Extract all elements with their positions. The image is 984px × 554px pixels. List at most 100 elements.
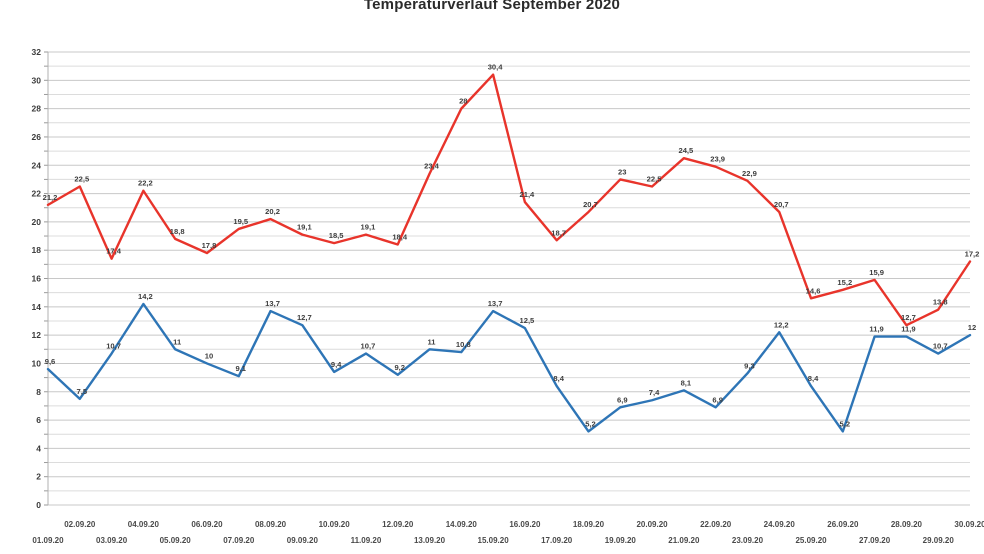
x-axis-tick-label: 01.09.20: [32, 536, 64, 545]
y-axis-tick-label: 8: [36, 387, 41, 397]
data-label: 28: [459, 97, 467, 106]
data-label: 7,4: [649, 388, 660, 397]
x-axis-tick-label: 12.09.20: [382, 520, 414, 529]
data-label: 13,7: [488, 299, 503, 308]
data-label: 10,7: [361, 342, 376, 351]
y-axis-tick-label: 32: [32, 47, 42, 57]
x-axis-tick-label: 24.09.20: [764, 520, 796, 529]
data-label: 22,2: [138, 179, 153, 188]
x-axis-tick-label: 29.09.20: [923, 536, 955, 545]
data-label: 21,2: [43, 193, 58, 202]
y-axis-tick-label: 16: [32, 274, 42, 284]
x-axis-tick-label: 13.09.20: [414, 536, 446, 545]
x-axis-tick-label: 04.09.20: [128, 520, 160, 529]
data-label: 5,2: [840, 419, 851, 428]
x-axis-tick-label: 25.09.20: [795, 536, 827, 545]
x-axis-tick-label: 07.09.20: [223, 536, 255, 545]
data-label: 15,2: [837, 278, 852, 287]
data-label: 23: [618, 167, 626, 176]
x-axis-labels: 01.09.2002.09.2003.09.2004.09.2005.09.20…: [32, 520, 984, 545]
data-label: 19,1: [361, 223, 377, 232]
x-axis-tick-label: 14.09.20: [446, 520, 478, 529]
data-label: 18,8: [170, 227, 185, 236]
y-axis-tick-label: 4: [36, 443, 41, 453]
data-label: 9,1: [235, 364, 246, 373]
data-label: 12: [968, 323, 976, 332]
data-label: 6,9: [617, 395, 628, 404]
y-axis-tick-label: 20: [32, 217, 42, 227]
x-axis-tick-label: 19.09.20: [605, 536, 637, 545]
x-axis-tick-label: 28.09.20: [891, 520, 923, 529]
data-label: 13,8: [933, 298, 948, 307]
data-label: 12,5: [520, 316, 536, 325]
data-label: 23,4: [424, 162, 440, 171]
y-axis-tick-label: 26: [32, 132, 42, 142]
data-label: 17,4: [106, 247, 122, 256]
data-label: 19,1: [297, 223, 313, 232]
data-label: 8,4: [808, 374, 819, 383]
x-axis-tick-label: 20.09.20: [636, 520, 668, 529]
data-label: 10: [205, 351, 213, 360]
x-axis-tick-label: 05.09.20: [160, 536, 192, 545]
y-axis-tick-label: 6: [36, 415, 41, 425]
data-label: 14,6: [806, 286, 821, 295]
data-label: 12,2: [774, 320, 789, 329]
data-label: 9,3: [744, 361, 755, 370]
x-axis-tick-label: 08.09.20: [255, 520, 287, 529]
y-axis-tick-label: 10: [32, 358, 42, 368]
x-axis-tick-label: 27.09.20: [859, 536, 891, 545]
y-axis-tick-label: 24: [32, 160, 42, 170]
axis-ticks: [44, 51, 49, 506]
data-label: 12,7: [297, 313, 312, 322]
data-label: 11,9: [901, 325, 915, 334]
x-axis-tick-label: 17.09.20: [541, 536, 573, 545]
data-label: 18,7: [551, 228, 566, 237]
y-axis-tick-label: 30: [32, 75, 42, 85]
series-line-max: [46, 73, 972, 327]
data-label: 20,2: [265, 207, 280, 216]
data-label: 15,9: [869, 268, 884, 277]
data-label: 12,7: [901, 313, 916, 322]
data-label: 10,7: [933, 342, 948, 351]
x-axis-tick-label: 09.09.20: [287, 536, 319, 545]
x-axis-tick-label: 22.09.20: [700, 520, 732, 529]
data-label: 17,8: [202, 241, 217, 250]
data-label: 22,9: [742, 169, 757, 178]
y-axis-tick-label: 18: [32, 245, 42, 255]
data-label: 10,8: [456, 340, 471, 349]
x-axis-tick-label: 23.09.20: [732, 536, 764, 545]
data-label: 14,2: [138, 292, 153, 301]
data-label: 20,7: [583, 200, 598, 209]
y-axis-tick-label: 12: [32, 330, 42, 340]
data-label: 11: [428, 337, 437, 346]
data-label: 6,9: [712, 395, 723, 404]
x-axis-tick-label: 30.09.20: [954, 520, 984, 529]
y-axis-tick-label: 28: [32, 104, 42, 114]
x-axis-tick-label: 11.09.20: [351, 536, 382, 545]
data-label: 10,7: [106, 342, 121, 351]
data-label: 9,6: [45, 357, 56, 366]
x-axis-tick-label: 21.09.20: [668, 536, 700, 545]
x-axis-tick-label: 06.09.20: [191, 520, 223, 529]
x-axis-tick-label: 16.09.20: [509, 520, 541, 529]
data-label: 21,4: [520, 190, 536, 199]
x-axis-tick-label: 15.09.20: [478, 536, 510, 545]
data-label: 17,2: [965, 250, 980, 259]
data-label: 13,7: [265, 299, 280, 308]
data-label: 18,4: [392, 233, 408, 242]
data-label: 7,5: [77, 387, 88, 396]
data-label: 9,4: [331, 360, 342, 369]
data-label: 22,5: [647, 174, 663, 183]
data-label: 11,9: [869, 325, 883, 334]
data-label: 8,4: [553, 374, 564, 383]
gridlines: [48, 51, 970, 506]
data-label: 22,5: [74, 174, 90, 183]
y-axis-tick-label: 14: [32, 302, 42, 312]
x-axis-tick-label: 10.09.20: [319, 520, 351, 529]
data-point-labels: 21,2 22,5 17,4 22,2 18,8 17,8 19,5 20,2 19,1 18,5…: [43, 63, 980, 429]
data-label: 11: [173, 337, 182, 346]
x-axis-tick-label: 26.09.20: [827, 520, 859, 529]
data-label: 18,5: [329, 231, 345, 240]
